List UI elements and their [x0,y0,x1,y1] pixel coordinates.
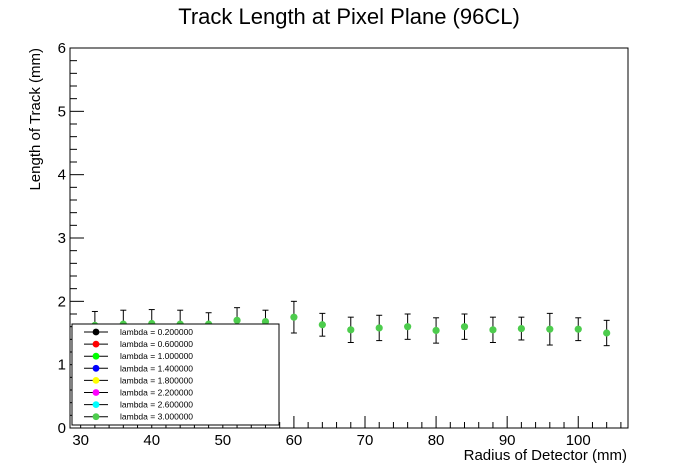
data-point [432,326,440,335]
x-tick-label: 100 [566,432,591,449]
data-point [546,325,554,333]
data-point [375,324,383,332]
x-tick-label: 40 [143,432,160,449]
y-tick-label: 3 [58,230,66,247]
data-point [404,323,412,331]
x-tick-label: 30 [72,432,89,449]
legend-marker [92,340,100,348]
chart-title: Track Length at Pixel Plane (96CL) [178,4,520,29]
legend-entry: lambda = 2.200000 [120,388,193,398]
legend-entry: lambda = 0.200000 [120,327,193,337]
x-axis-title: Radius of Detector (mm) [464,447,627,464]
y-tick-label: 5 [58,103,66,120]
x-tick-label: 50 [214,432,231,449]
y-tick-label: 0 [58,420,66,437]
data-point [347,326,355,334]
y-tick-label: 4 [58,167,66,184]
y-axis-title: Length of Track (mm) [27,48,44,191]
legend-marker [92,328,100,336]
data-point [489,326,497,334]
data-point [574,325,582,333]
x-tick-label: 80 [428,432,445,449]
legend-marker [92,364,100,372]
axes: 0 1 2 3 4 5 6 30 40 50 60 70 80 90 100 [58,40,622,449]
data-point [261,318,270,326]
legend-box [71,323,280,426]
legend-entry: lambda = 1.800000 [120,375,193,385]
legend-entry: lambda = 2.600000 [120,400,193,410]
data-point [460,323,469,331]
legend-marker [92,401,100,408]
legend-marker [92,389,100,396]
data-point [517,324,525,333]
legend-entry: lambda = 1.000000 [120,351,193,361]
y-tick-label: 1 [58,357,66,374]
x-tick-label: 90 [499,432,516,449]
legend-marker [92,413,100,421]
data-point [290,313,298,321]
legend-marker [92,352,100,360]
x-tick-label: 70 [357,432,374,449]
legend-entry: lambda = 3.000000 [120,412,193,422]
legend-marker [92,377,100,384]
data-point [233,316,241,324]
y-tick-label: 2 [58,293,66,310]
y-tick-label: 6 [58,40,66,57]
data-point [603,329,611,337]
legend-entry: lambda = 1.400000 [120,363,193,373]
data-point [318,321,326,329]
legend: lambda = 0.200000 lambda = 0.600000 lambda… [71,323,280,426]
x-tick-label: 60 [286,432,303,449]
legend-entry: lambda = 0.600000 [120,339,193,349]
